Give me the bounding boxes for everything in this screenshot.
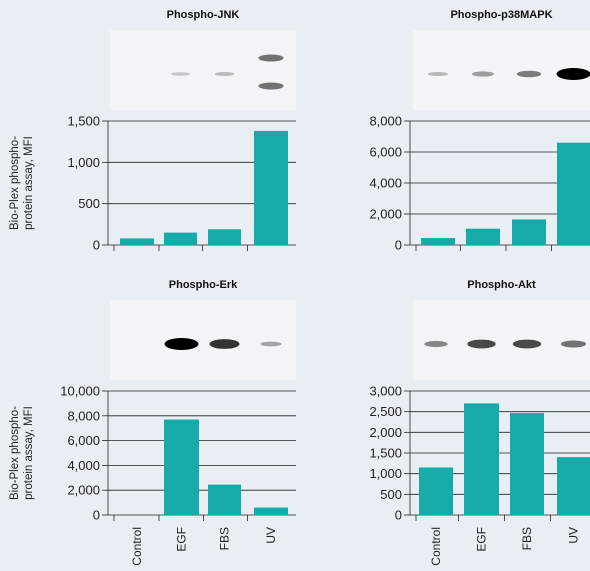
- y-tick-label: 2,000: [369, 207, 402, 222]
- blot-band: [428, 71, 448, 77]
- western-blot-image: [110, 30, 296, 110]
- y-axis-label-line: Bio-Plex phospho-: [9, 406, 21, 500]
- y-tick-label: 500: [380, 487, 402, 502]
- chart-title: Phospho-Akt: [467, 279, 536, 291]
- blot-band: [260, 341, 282, 347]
- chart-panel-1: Phospho-JNK 0 500 1,000 1,500: [67, 9, 296, 253]
- blot-band: [472, 71, 494, 77]
- bar: [208, 229, 241, 245]
- y-tick-label: 0: [93, 238, 100, 253]
- y-tick-label: 0: [395, 238, 402, 253]
- y-tick-label: 4,000: [67, 458, 100, 473]
- bar: [512, 219, 546, 245]
- y-tick-label: 0: [93, 508, 100, 523]
- blot-band: [424, 340, 448, 348]
- y-tick-label: 1,500: [369, 446, 402, 461]
- chart-panel-2: Phospho-p38MAPK 0 2,000 4,000 6,000 8,000: [369, 9, 590, 253]
- y-tick-label: 6,000: [369, 145, 402, 160]
- y-tick-label: 10,000: [60, 384, 100, 399]
- chart-panel-3: Phospho-Erk 0 2,000 4,000 6,000 8,000 10,000 Co…: [60, 279, 296, 566]
- blot-band: [258, 54, 284, 62]
- y-tick-label: 2,000: [67, 483, 100, 498]
- y-tick-label: 8,000: [369, 114, 402, 129]
- blot-background: [110, 30, 296, 110]
- x-tick-label: EGF: [475, 527, 489, 552]
- blot-band: [516, 70, 542, 78]
- x-tick-label: EGF: [175, 527, 189, 552]
- x-tick-label: FBS: [520, 527, 534, 550]
- y-tick-label: 6,000: [67, 433, 100, 448]
- y-axis-label-line: protein assay, MFI: [23, 406, 35, 500]
- blot-band: [512, 339, 542, 349]
- x-tick-label: UV: [567, 527, 581, 544]
- bar: [164, 419, 199, 515]
- bar: [208, 484, 241, 515]
- western-blot-image: [413, 300, 590, 380]
- x-tick-label: UV: [264, 527, 278, 544]
- chart-panel-4: Phospho-Akt 0 500 1,000 1,500 2,000 2,500 3,000…: [369, 279, 590, 566]
- blot-band: [214, 72, 235, 76]
- blot-band: [556, 68, 590, 80]
- y-tick-label: 0: [395, 508, 402, 523]
- y-tick-label: 3,000: [369, 384, 402, 399]
- blot-background: [413, 300, 590, 380]
- x-tick-label: Control: [429, 527, 443, 566]
- y-axis-label-line: Bio-Plex phospho-: [9, 136, 21, 230]
- blot-band: [171, 72, 190, 76]
- y-tick-label: 1,000: [67, 155, 100, 170]
- bar: [557, 142, 590, 245]
- bar: [510, 412, 544, 515]
- y-tick-label: 8,000: [67, 408, 100, 423]
- bar: [421, 238, 455, 245]
- western-blot-image: [413, 30, 590, 110]
- y-tick-label: 2,500: [369, 404, 402, 419]
- y-axis-label-line: protein assay, MFI: [23, 136, 35, 230]
- y-tick-label: 2,000: [369, 425, 402, 440]
- y-axis-label: Bio-Plex phospho-protein assay, MFI: [9, 136, 35, 230]
- blot-background: [413, 30, 590, 110]
- bar: [120, 238, 154, 245]
- bar: [419, 467, 453, 515]
- bar: [557, 457, 590, 515]
- y-tick-label: 500: [78, 196, 100, 211]
- y-tick-label: 1,000: [369, 466, 402, 481]
- bar: [164, 232, 197, 245]
- x-tick-label: FBS: [218, 527, 232, 550]
- blot-band: [560, 340, 587, 348]
- x-tick-label: Control: [130, 527, 144, 566]
- y-tick-label: 1,500: [67, 114, 100, 129]
- bar: [254, 507, 288, 515]
- blot-band: [209, 339, 240, 349]
- blot-band: [258, 82, 284, 90]
- bar: [464, 403, 499, 515]
- chart-title: Phospho-JNK: [167, 9, 240, 21]
- chart-title: Phospho-Erk: [169, 279, 238, 291]
- bar: [466, 228, 500, 245]
- chart-title: Phospho-p38MAPK: [450, 9, 552, 21]
- bar: [254, 130, 288, 245]
- y-tick-label: 4,000: [369, 176, 402, 191]
- western-blot-image: [110, 300, 296, 380]
- blot-band: [467, 339, 496, 349]
- blot-band: [164, 338, 199, 350]
- blot-background: [110, 300, 296, 380]
- y-axis-label: Bio-Plex phospho-protein assay, MFI: [9, 406, 35, 500]
